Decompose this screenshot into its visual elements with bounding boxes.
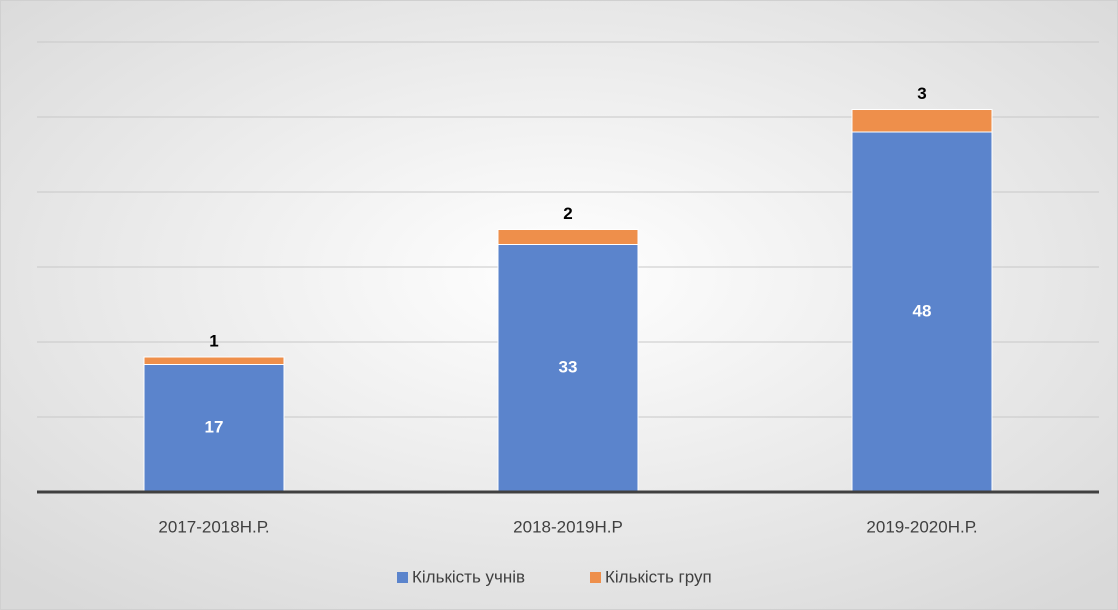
bar-segment xyxy=(497,244,639,493)
data-label: 33 xyxy=(559,358,578,377)
data-label: 48 xyxy=(913,301,932,320)
x-tick-label: 2019-2020Н.Р. xyxy=(866,517,977,536)
legend-label: Кількість учнів xyxy=(412,567,525,586)
bar-segment xyxy=(143,364,285,493)
bar-segment xyxy=(143,356,285,365)
x-tick-label: 2017-2018Н.Р. xyxy=(158,517,269,536)
legend-swatch xyxy=(590,572,601,583)
data-label: 17 xyxy=(205,418,224,437)
data-label: 2 xyxy=(563,204,572,223)
data-label: 1 xyxy=(209,331,218,350)
data-label: 3 xyxy=(917,84,926,103)
legend-label: Кількість груп xyxy=(605,567,712,586)
x-tick-label: 2018-2019Н.Р xyxy=(513,517,623,536)
legend-swatch xyxy=(397,572,408,583)
bar-segment xyxy=(497,229,639,245)
bar-segment xyxy=(851,109,993,133)
